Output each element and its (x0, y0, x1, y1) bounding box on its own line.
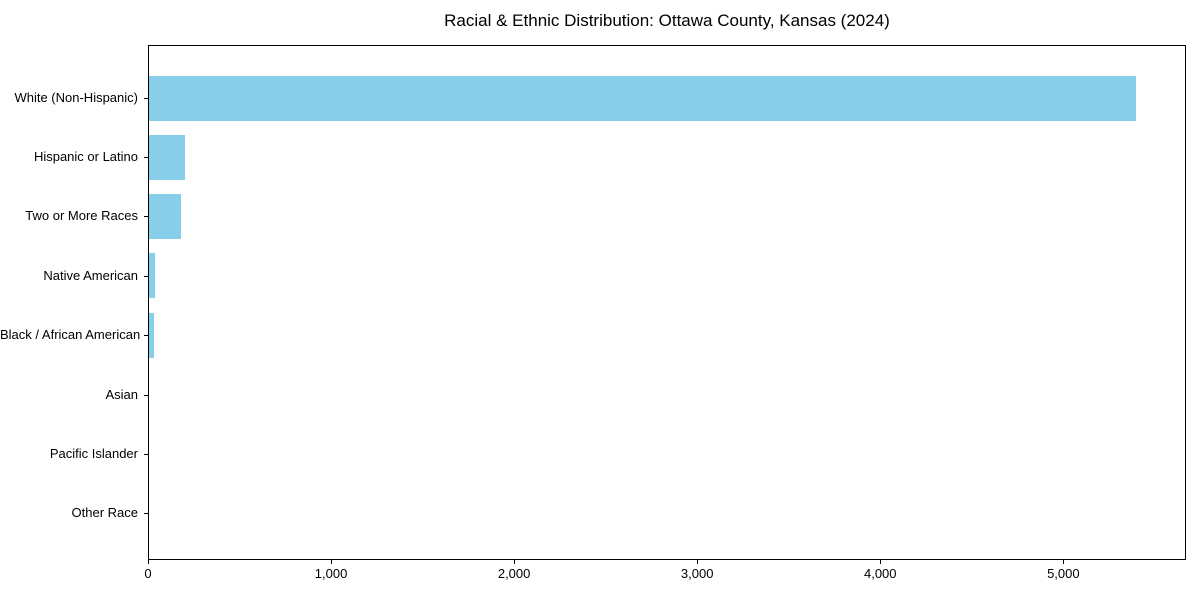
chart-title: Racial & Ethnic Distribution: Ottawa Cou… (444, 11, 890, 30)
bar (149, 194, 181, 240)
y-tick-mark (144, 97, 148, 99)
y-tick-label: White (Non-Hispanic) (14, 89, 138, 105)
x-tick-label: 2,000 (497, 566, 531, 581)
y-tick-label: Black / African American (0, 327, 141, 343)
x-tick-label: 5,000 (1047, 566, 1080, 581)
bar (149, 135, 186, 181)
y-tick-mark (144, 335, 148, 337)
x-tick-label: 1,000 (314, 566, 348, 581)
y-tick-label: Asian (105, 386, 138, 402)
bar (149, 76, 1136, 122)
bar (149, 253, 156, 299)
x-tick-label: 0 (144, 566, 152, 581)
x-tick-label: 3,000 (680, 566, 714, 581)
plot-area (148, 45, 1186, 560)
y-tick-label: Hispanic or Latino (33, 149, 138, 165)
y-tick-label: Pacific Islander (49, 445, 138, 461)
bar-row (149, 306, 1185, 365)
bars-container (149, 69, 1185, 542)
y-tick-mark (144, 394, 148, 396)
bar-row (149, 128, 1185, 187)
y-tick-label: Other Race (71, 505, 138, 521)
bar-row (149, 187, 1185, 246)
bar (149, 312, 155, 358)
bar-row (149, 365, 1185, 424)
y-tick-mark (144, 157, 148, 159)
bar-row (149, 483, 1185, 542)
y-tick-label: Two or More Races (25, 208, 138, 224)
x-tick-mark (697, 560, 699, 564)
x-tick-mark (514, 560, 516, 564)
bar-row (149, 69, 1185, 128)
x-tick-label: 4,000 (863, 566, 897, 581)
x-tick-mark (880, 560, 882, 564)
y-tick-mark (144, 453, 148, 455)
y-tick-label: Native American (43, 267, 138, 283)
x-tick-mark (1063, 560, 1065, 564)
y-tick-mark (144, 513, 148, 515)
y-tick-mark (144, 275, 148, 277)
x-tick-mark (148, 560, 149, 564)
x-tick-mark (331, 560, 333, 564)
bar-row (149, 246, 1185, 305)
bar-row (149, 424, 1185, 483)
y-tick-mark (144, 216, 148, 218)
